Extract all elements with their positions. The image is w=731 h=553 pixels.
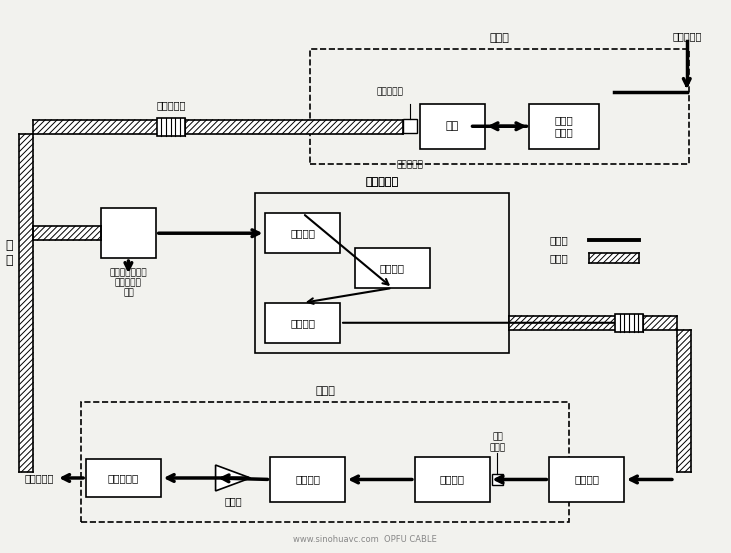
Bar [677, 330, 691, 472]
Bar [529, 104, 599, 149]
Bar [34, 226, 101, 240]
Bar [615, 314, 643, 332]
Text: 电端机
驱动器: 电端机 驱动器 [555, 115, 574, 138]
Text: 电信号输入: 电信号输入 [672, 31, 702, 41]
Text: 光放大器: 光放大器 [574, 474, 599, 484]
Text: 光源: 光源 [445, 121, 459, 131]
Bar [265, 303, 340, 343]
Text: 发送端: 发送端 [490, 33, 510, 43]
Bar [510, 316, 677, 330]
Text: 电放大器: 电放大器 [380, 263, 405, 273]
Bar [355, 248, 430, 288]
Text: 电信号输出: 电信号输出 [25, 473, 54, 483]
Bar [549, 457, 624, 502]
Bar [101, 208, 156, 258]
Bar [265, 213, 340, 253]
Text: 光合器复接器束: 光合器复接器束 [110, 268, 147, 277]
Bar [491, 473, 504, 486]
Text: 光
缆: 光 缆 [6, 239, 13, 267]
Text: 光纤耦合器: 光纤耦合器 [396, 160, 423, 170]
Bar [19, 134, 34, 472]
Text: 再生中继器: 再生中继器 [366, 178, 399, 187]
Text: 倒换和其他
控制: 倒换和其他 控制 [115, 278, 142, 298]
Text: 光纤
解调器: 光纤 解调器 [490, 432, 506, 452]
Text: 光纤连接器: 光纤连接器 [376, 87, 404, 96]
Bar [310, 49, 689, 164]
Bar [414, 457, 490, 502]
Text: 电信号: 电信号 [549, 235, 568, 245]
Polygon shape [216, 465, 251, 491]
Bar [156, 118, 185, 135]
Text: 放大器: 放大器 [224, 496, 242, 506]
Text: 光纤连接盒: 光纤连接盒 [156, 100, 186, 110]
Bar [34, 120, 403, 134]
Text: 再生中继器: 再生中继器 [366, 178, 399, 187]
Text: 接收端: 接收端 [315, 387, 335, 397]
Text: 光发送器: 光发送器 [290, 318, 315, 328]
Bar [86, 459, 161, 497]
Bar [81, 403, 569, 522]
Bar [589, 253, 639, 263]
Text: www.sinohuavc.com  OPFU CABLE: www.sinohuavc.com OPFU CABLE [293, 535, 437, 544]
Text: 光检测器: 光检测器 [439, 474, 465, 484]
Bar [255, 194, 510, 353]
Bar [403, 119, 417, 133]
Text: 光检测器: 光检测器 [290, 228, 315, 238]
Bar [420, 104, 485, 149]
Text: 光信号: 光信号 [549, 253, 568, 263]
Text: 信号解调: 信号解调 [295, 474, 320, 484]
Bar [270, 457, 345, 502]
Text: 电信号输出: 电信号输出 [107, 473, 139, 483]
